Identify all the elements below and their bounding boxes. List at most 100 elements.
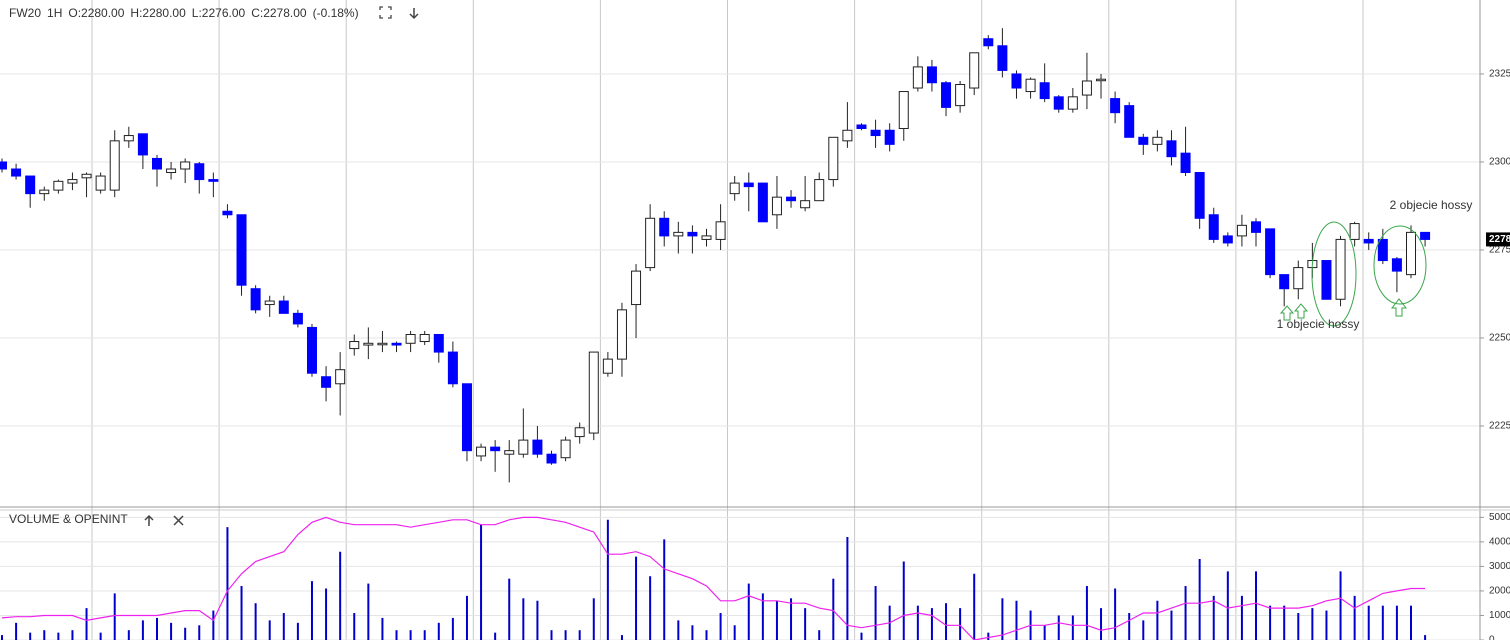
plot: 2225 2250 2275 2300 2325 2278 0 1000 2000 3000 400… bbox=[0, 28, 1510, 640]
candle-body bbox=[1081, 80, 1092, 96]
y-tick-label: 1000 bbox=[1489, 610, 1510, 621]
candle-body bbox=[194, 163, 205, 181]
candle-body bbox=[81, 173, 92, 179]
candle-body bbox=[800, 200, 811, 209]
y-tick-label: 3000 bbox=[1489, 561, 1510, 572]
y-tick-label: 2275 bbox=[1489, 245, 1510, 256]
candle-body bbox=[236, 214, 247, 286]
candle-body bbox=[1011, 73, 1022, 89]
candle-body bbox=[926, 66, 937, 84]
candle-body bbox=[828, 136, 839, 181]
candle-body bbox=[771, 196, 782, 216]
candle-body bbox=[1236, 224, 1247, 237]
candle-body bbox=[941, 82, 952, 108]
candle-body bbox=[1222, 235, 1233, 244]
candle-body bbox=[109, 140, 120, 191]
open-value: O:2280.00 bbox=[68, 6, 124, 20]
candle-body bbox=[616, 309, 627, 360]
candle-body bbox=[912, 66, 923, 89]
chart-header: FW20 1H O:2280.00 H:2280.00 L:2276.00 C:2278.… bbox=[9, 6, 359, 20]
candle-body bbox=[898, 91, 909, 130]
y-tick-label: 2325 bbox=[1489, 69, 1510, 80]
candle-body bbox=[1420, 231, 1431, 240]
collapse-button[interactable] bbox=[409, 8, 419, 20]
annotation: 2 objecie hossy bbox=[1390, 198, 1473, 212]
candle-body bbox=[1293, 267, 1304, 290]
candle-body bbox=[1321, 260, 1332, 300]
openint-line bbox=[1, 516, 1426, 640]
y-tick-label: 2225 bbox=[1489, 421, 1510, 432]
candle-body bbox=[1349, 223, 1360, 240]
candle-body bbox=[997, 45, 1008, 71]
candle-body bbox=[715, 221, 726, 240]
pane-title: VOLUME & OPENINT bbox=[9, 512, 128, 526]
candle-body bbox=[1251, 221, 1262, 233]
expand-button[interactable] bbox=[379, 6, 392, 19]
candle-body bbox=[1039, 82, 1050, 100]
candle-body bbox=[0, 161, 7, 170]
candle-body bbox=[335, 369, 346, 385]
interval: 1H bbox=[47, 6, 62, 20]
candle-body bbox=[67, 179, 78, 184]
annotation-shapes bbox=[1279, 221, 1427, 327]
candle-body bbox=[842, 129, 853, 142]
candle-body bbox=[1067, 96, 1078, 110]
candle-body bbox=[1265, 228, 1276, 276]
candle-body bbox=[546, 453, 557, 464]
candle-body bbox=[856, 124, 867, 130]
candle-body bbox=[884, 129, 895, 145]
close-button[interactable] bbox=[173, 515, 184, 526]
candle-body bbox=[1391, 258, 1402, 272]
candle-body bbox=[1053, 96, 1064, 110]
candle-body bbox=[532, 439, 543, 455]
candle-body bbox=[363, 342, 374, 346]
candle-body bbox=[39, 189, 50, 195]
move-up-button[interactable] bbox=[144, 514, 154, 526]
candle-body bbox=[137, 133, 148, 156]
candle-body bbox=[292, 312, 303, 325]
candle-body bbox=[673, 231, 684, 237]
candle-body bbox=[250, 288, 261, 311]
candle-body bbox=[969, 52, 980, 89]
candle-body bbox=[729, 182, 740, 195]
y-tick-label: 2300 bbox=[1489, 157, 1510, 168]
candle-body bbox=[743, 182, 754, 188]
candle-body bbox=[1377, 238, 1388, 262]
candle-body bbox=[377, 342, 388, 346]
candle-body bbox=[419, 333, 430, 343]
candle-body bbox=[983, 38, 994, 47]
candle-body bbox=[306, 326, 317, 374]
y-tick-label: 2250 bbox=[1489, 333, 1510, 344]
candle-body bbox=[490, 446, 501, 452]
candle-body bbox=[405, 333, 416, 344]
candle-body bbox=[560, 439, 571, 459]
candle-body bbox=[1406, 231, 1416, 276]
candle-body bbox=[602, 358, 613, 374]
candle-body bbox=[1096, 78, 1107, 82]
candle-body bbox=[574, 427, 585, 438]
candle-body bbox=[349, 341, 360, 350]
high-value: H:2280.00 bbox=[130, 6, 186, 20]
candle-body bbox=[1194, 172, 1205, 219]
candle-body bbox=[1025, 78, 1036, 93]
candle-body bbox=[1208, 214, 1219, 240]
candle-body bbox=[476, 446, 487, 457]
candle-body bbox=[447, 351, 458, 385]
y-tick-label: 2000 bbox=[1489, 586, 1510, 597]
candle-body bbox=[1152, 136, 1163, 145]
candle-body bbox=[151, 157, 162, 170]
low-value: L:2276.00 bbox=[192, 6, 246, 20]
candle-body bbox=[25, 175, 36, 195]
candle-body bbox=[687, 231, 698, 237]
candle-body bbox=[504, 450, 515, 455]
candle-body bbox=[208, 179, 219, 182]
candle-body bbox=[1335, 238, 1346, 300]
symbol: FW20 bbox=[9, 6, 41, 20]
last-price-label: 2278 bbox=[1489, 234, 1510, 245]
candle-body bbox=[1138, 136, 1149, 145]
candle-body bbox=[1363, 238, 1374, 244]
y-tick-label: 0 bbox=[1489, 635, 1495, 640]
candle-body bbox=[180, 161, 191, 170]
